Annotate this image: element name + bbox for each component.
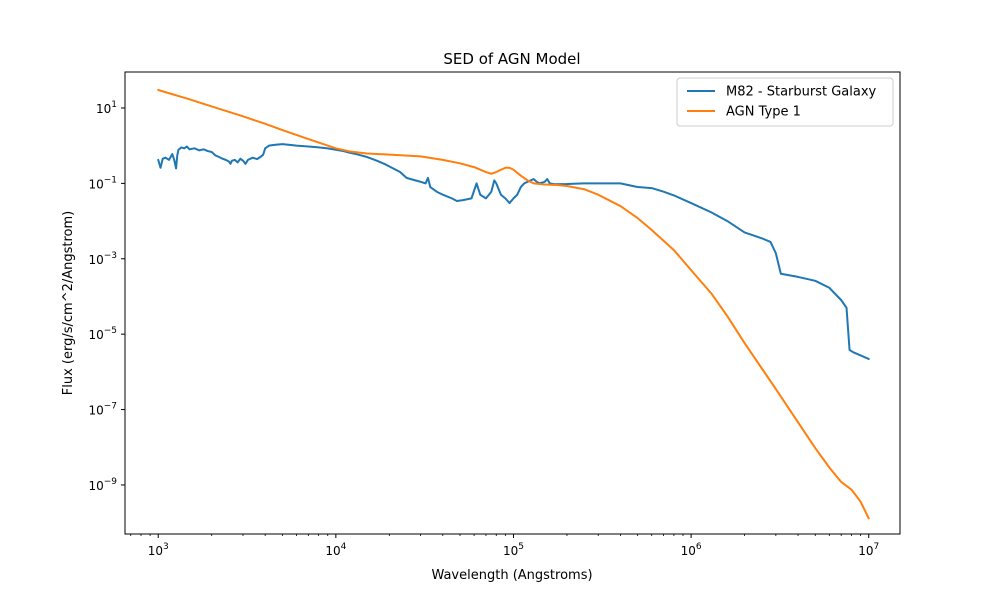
chart-title: SED of AGN Model: [443, 50, 580, 68]
x-axis-ticks: 103 104 105 106 107: [130, 534, 879, 558]
legend-label-agn: AGN Type 1: [726, 105, 801, 120]
y-tick-label: 10−9: [88, 477, 117, 493]
legend-label-m82: M82 - Starburst Galaxy: [726, 85, 877, 100]
x-tick-label: 103: [148, 542, 169, 558]
plot-area-frame: [124, 71, 901, 535]
y-axis-ticks: 10−9 10−7 10−5 10−3 10−1 101: [88, 100, 125, 493]
y-tick-label: 10−5: [88, 326, 117, 342]
x-tick-label: 107: [858, 542, 879, 558]
y-tick-label: 10−3: [88, 251, 117, 267]
x-tick-label: 106: [681, 542, 702, 558]
x-axis-label: Wavelength (Angstroms): [431, 568, 592, 583]
y-tick-label: 10−7: [88, 402, 117, 418]
y-tick-label: 101: [96, 100, 117, 116]
y-axis-label: Flux (erg/s/cm^2/Angstrom): [61, 211, 76, 395]
y-tick-label: 10−1: [88, 175, 117, 191]
x-tick-label: 104: [325, 542, 346, 558]
legend-box: [676, 77, 894, 127]
legend: M82 - Starburst Galaxy AGN Type 1: [676, 77, 894, 127]
x-tick-label: 105: [503, 542, 524, 558]
series-line-agn: [157, 88, 870, 520]
series-line-m82: [157, 143, 870, 360]
series-layer: [157, 88, 870, 520]
